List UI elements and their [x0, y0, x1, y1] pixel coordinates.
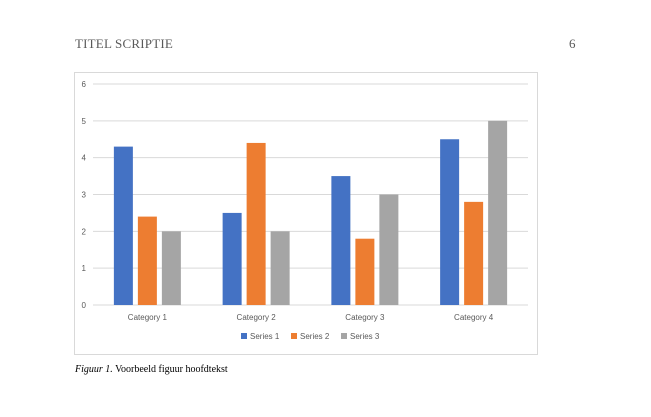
legend-label: Series 2 — [300, 332, 330, 341]
figure-label: Figuur 1. — [75, 364, 113, 375]
legend-label: Series 1 — [250, 332, 280, 341]
bar — [113, 146, 133, 305]
bar — [331, 176, 351, 305]
x-tick-label: Category 2 — [237, 313, 277, 322]
bar — [379, 194, 399, 305]
legend-swatch — [241, 333, 247, 339]
legend-label: Series 3 — [350, 332, 380, 341]
bar — [488, 120, 508, 305]
bar — [161, 231, 181, 305]
running-head: TITEL SCRIPTIE — [75, 36, 174, 51]
figure-caption-text: Voorbeeld figuur hoofdtekst — [115, 364, 228, 375]
page-number: 6 — [569, 36, 576, 51]
y-tick-label: 3 — [82, 191, 87, 200]
bar — [137, 216, 157, 305]
y-tick-label: 0 — [82, 301, 87, 310]
legend-swatch — [341, 333, 347, 339]
bar — [440, 139, 460, 305]
y-tick-label: 1 — [82, 264, 87, 273]
y-tick-label: 5 — [82, 117, 87, 126]
legend-swatch — [291, 333, 297, 339]
bar — [355, 238, 375, 305]
x-tick-label: Category 3 — [345, 313, 385, 322]
y-tick-label: 6 — [82, 80, 87, 89]
y-tick-label: 4 — [82, 154, 87, 163]
figure-caption: Figuur 1. Voorbeeld figuur hoofdtekst — [75, 364, 228, 375]
bar-chart: 0 1 2 3 4 5 6 Category 1 Category 2 Category 3 Cat… — [82, 80, 528, 341]
bar — [464, 201, 484, 305]
x-tick-label: Category 4 — [454, 313, 494, 322]
bar — [222, 212, 242, 305]
bar — [246, 142, 266, 305]
x-tick-label: Category 1 — [128, 313, 168, 322]
bar — [270, 231, 290, 305]
chart-area: 0 1 2 3 4 5 6 Category 1 Category 2 Category 3 Cat… — [74, 72, 538, 355]
y-tick-label: 2 — [82, 227, 87, 236]
